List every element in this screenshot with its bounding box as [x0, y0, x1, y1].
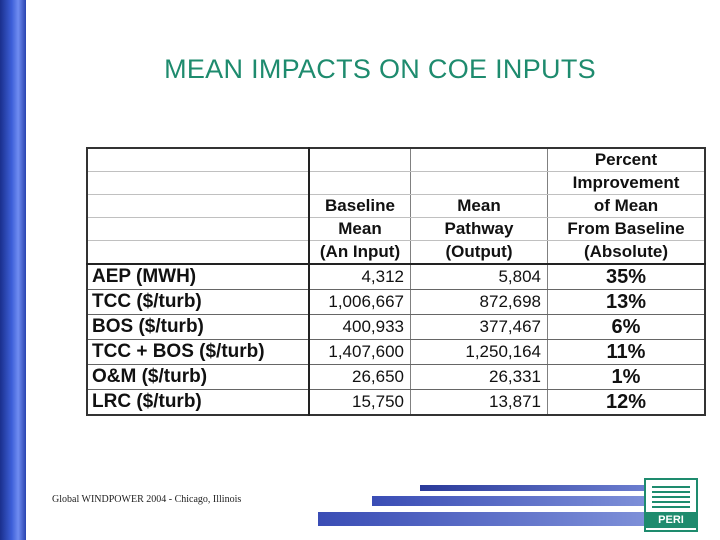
- row-label: LRC ($/turb): [86, 389, 310, 416]
- table-row: LRC ($/turb) 15,750 13,871 12%: [86, 389, 706, 416]
- header-pathway: [410, 147, 548, 172]
- peri-logo: PERI: [644, 478, 698, 532]
- header-percent: Percent: [547, 147, 706, 172]
- decorative-bar: [372, 496, 644, 506]
- percent-value: 1%: [547, 364, 706, 390]
- pathway-value: 13,871: [410, 389, 548, 416]
- baseline-value: 15,750: [308, 389, 411, 416]
- table-row: TCC ($/turb) 1,006,667 872,698 13%: [86, 289, 706, 315]
- header-pathway: [410, 171, 548, 195]
- table-row: AEP (MWH) 4,312 5,804 35%: [86, 263, 706, 290]
- header-pathway: (Output): [410, 240, 548, 265]
- logo-text: PERI: [646, 512, 696, 528]
- row-label: BOS ($/turb): [86, 314, 310, 340]
- pathway-value: 872,698: [410, 289, 548, 315]
- pathway-value: 1,250,164: [410, 339, 548, 365]
- header-baseline: [308, 171, 411, 195]
- percent-value: 35%: [547, 263, 706, 290]
- header-baseline: [308, 147, 411, 172]
- baseline-value: 4,312: [308, 263, 411, 290]
- row-label: TCC + BOS ($/turb): [86, 339, 310, 365]
- footer-text: Global WINDPOWER 2004 - Chicago, Illinoi…: [52, 494, 242, 505]
- impacts-table: Percent Improvement Baseline Mean of Mea…: [86, 147, 706, 416]
- header-baseline: (An Input): [308, 240, 411, 265]
- baseline-value: 1,407,600: [308, 339, 411, 365]
- header-baseline: Mean: [308, 217, 411, 241]
- percent-value: 13%: [547, 289, 706, 315]
- decorative-bar: [420, 485, 644, 491]
- header-pathway: Pathway: [410, 217, 548, 241]
- table-row: BOS ($/turb) 400,933 377,467 6%: [86, 314, 706, 340]
- header-percent: Improvement: [547, 171, 706, 195]
- header-row: Percent: [86, 147, 706, 172]
- header-row: Baseline Mean of Mean: [86, 194, 706, 218]
- pathway-value: 377,467: [410, 314, 548, 340]
- baseline-value: 400,933: [308, 314, 411, 340]
- header-row: Mean Pathway From Baseline: [86, 217, 706, 241]
- header-percent: From Baseline: [547, 217, 706, 241]
- pathway-value: 26,331: [410, 364, 548, 390]
- table-row: TCC + BOS ($/turb) 1,407,600 1,250,164 1…: [86, 339, 706, 365]
- slide-title: MEAN IMPACTS ON COE INPUTS: [164, 54, 596, 84]
- header-row: (An Input) (Output) (Absolute): [86, 240, 706, 265]
- header-baseline: Baseline: [308, 194, 411, 218]
- header-percent: (Absolute): [547, 240, 706, 265]
- table-row: O&M ($/turb) 26,650 26,331 1%: [86, 364, 706, 390]
- row-label: AEP (MWH): [86, 263, 310, 290]
- row-label: TCC ($/turb): [86, 289, 310, 315]
- row-label: O&M ($/turb): [86, 364, 310, 390]
- baseline-value: 1,006,667: [308, 289, 411, 315]
- percent-value: 12%: [547, 389, 706, 416]
- percent-value: 6%: [547, 314, 706, 340]
- pathway-value: 5,804: [410, 263, 548, 290]
- percent-value: 11%: [547, 339, 706, 365]
- left-accent-bar: [0, 0, 26, 540]
- header-pathway: Mean: [410, 194, 548, 218]
- header-row: Improvement: [86, 171, 706, 195]
- decorative-bar: [318, 512, 644, 526]
- baseline-value: 26,650: [308, 364, 411, 390]
- header-percent: of Mean: [547, 194, 706, 218]
